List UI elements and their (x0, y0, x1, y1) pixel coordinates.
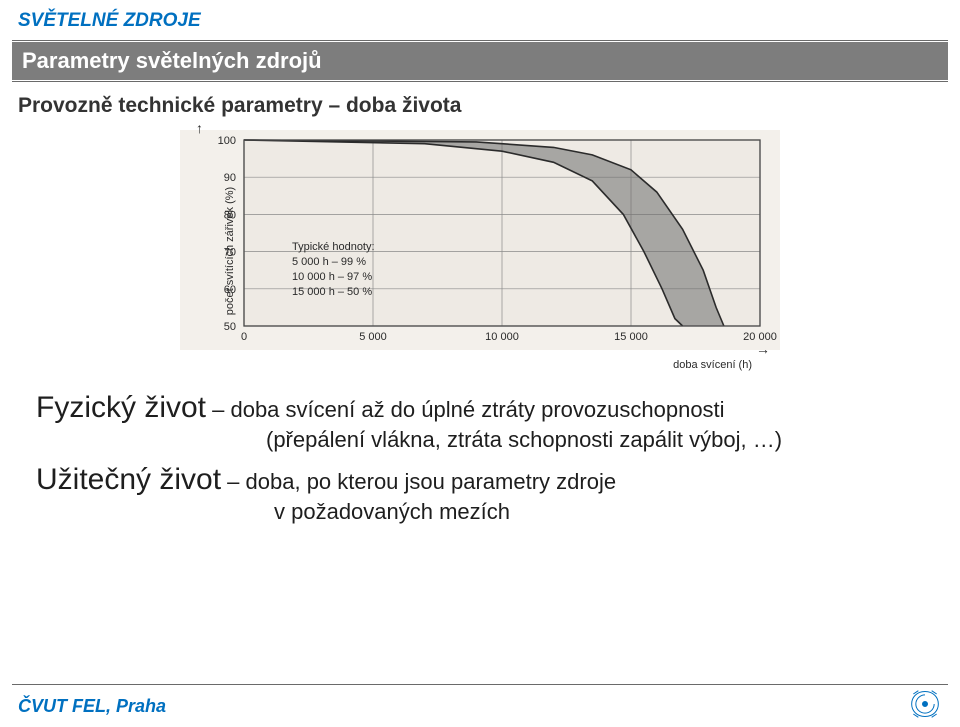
survival-chart: 506070809010005 00010 00015 00020 000 (180, 130, 780, 350)
typical-values-box: Typické hodnoty: 5 000 h – 99 % 10 000 h… (292, 240, 375, 299)
x-axis-arrow-icon: → (756, 341, 770, 357)
header-bar: Parametry světelných zdrojů (12, 40, 948, 82)
svg-text:50: 50 (224, 321, 236, 333)
page-top-title: SVĚTELNÉ ZDROJE (0, 0, 960, 36)
term2-block: Užitečný život – doba, po kterou jsou pa… (36, 463, 924, 497)
chart-container: ↑ počet svítících zářivek (%) 5060708090… (180, 130, 780, 371)
term1-rest: – doba svícení až do úplné ztráty provoz… (206, 397, 725, 422)
term2-rest: – doba, po kterou jsou parametry zdroje (221, 469, 616, 494)
term2: Užitečný život (36, 463, 221, 496)
footer: ČVUT FEL, Praha (12, 684, 948, 727)
y-axis-arrow-icon: ↑ (196, 120, 203, 136)
chart-x-label: doba svícení (h) (180, 359, 780, 371)
typical-title: Typické hodnoty: (292, 240, 375, 255)
svg-text:5 000: 5 000 (359, 331, 387, 343)
chart-y-label: počet svítících zářivek (%) (224, 186, 236, 314)
typical-line: 5 000 h – 99 % (292, 255, 375, 270)
term2-line2: v požadovaných mezích (36, 499, 924, 525)
svg-text:90: 90 (224, 172, 236, 184)
svg-text:10 000: 10 000 (485, 331, 519, 343)
svg-text:15 000: 15 000 (614, 331, 648, 343)
typical-line: 10 000 h – 97 % (292, 270, 375, 285)
svg-text:100: 100 (218, 135, 236, 147)
svg-text:0: 0 (241, 331, 247, 343)
term1-block: Fyzický život – doba svícení až do úplné… (36, 391, 924, 425)
term1-line2: (přepálení vlákna, ztráta schopnosti zap… (36, 427, 924, 453)
typical-line: 15 000 h – 50 % (292, 285, 375, 300)
header-text: Parametry světelných zdrojů (12, 42, 948, 80)
subheading: Provozně technické parametry – doba živo… (0, 82, 960, 124)
body-content: Fyzický život – doba svícení až do úplné… (0, 383, 960, 525)
term1: Fyzický život (36, 391, 206, 424)
footer-logo-icon (908, 689, 942, 724)
footer-text: ČVUT FEL, Praha (18, 696, 166, 717)
